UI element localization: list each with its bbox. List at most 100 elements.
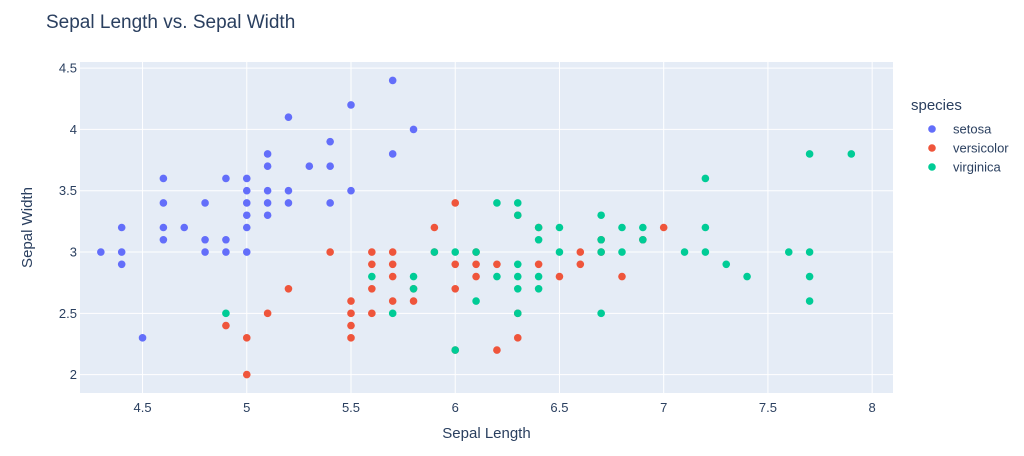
data-point-virginica (597, 309, 605, 318)
data-point-virginica (493, 199, 501, 207)
data-point-virginica (805, 150, 814, 158)
data-point-setosa (201, 235, 209, 244)
chart-title: Sepal Length vs. Sepal Width (46, 12, 296, 33)
gridlines (80, 62, 893, 393)
data-point-virginica (618, 248, 626, 256)
data-point-versicolor (368, 260, 376, 269)
data-point-versicolor (451, 260, 460, 269)
data-point-setosa (242, 186, 251, 195)
legend-label-setosa: setosa (953, 122, 992, 137)
data-point-versicolor (409, 297, 418, 305)
data-point-setosa (159, 235, 168, 244)
data-point-setosa (117, 260, 126, 269)
data-point-setosa (326, 199, 334, 207)
legend-marker-virginica (928, 163, 936, 171)
y-tick-label: 4 (70, 122, 77, 137)
data-point-setosa (242, 211, 251, 220)
data-point-setosa (263, 186, 272, 195)
data-point-versicolor (618, 272, 626, 281)
data-point-virginica (639, 223, 647, 232)
data-point-setosa (201, 248, 209, 256)
data-point-versicolor (534, 260, 543, 269)
data-point-versicolor (347, 321, 355, 330)
x-tick-label: 5.5 (342, 400, 360, 415)
data-point-virginica (493, 272, 501, 281)
data-point-virginica (743, 272, 751, 281)
data-point-virginica (409, 284, 418, 293)
data-point-versicolor (472, 260, 480, 269)
data-point-versicolor (388, 248, 397, 256)
data-point-virginica (847, 150, 856, 158)
data-point-virginica (701, 223, 710, 232)
data-point-versicolor (659, 223, 668, 232)
data-point-versicolor (451, 284, 460, 293)
x-axis-title: Sepal Length (442, 425, 530, 442)
data-point-setosa (263, 150, 272, 158)
data-point-setosa (242, 248, 251, 256)
data-point-virginica (430, 248, 439, 256)
data-point-virginica (513, 272, 522, 281)
data-point-versicolor (388, 260, 397, 269)
data-point-versicolor (576, 260, 585, 269)
data-point-setosa (201, 199, 209, 207)
data-point-setosa (284, 199, 293, 207)
data-point-virginica (805, 297, 814, 305)
data-point-versicolor (513, 334, 522, 342)
x-tick-label: 7 (660, 400, 667, 415)
y-tick-label: 4.5 (59, 61, 77, 76)
data-point-virginica (618, 223, 626, 232)
y-axis-ticks: 2 2.5 3 3.5 4 4.5 (59, 61, 77, 382)
data-point-virginica (784, 248, 793, 256)
data-point-virginica (472, 248, 480, 256)
data-point-versicolor (555, 272, 564, 281)
data-point-versicolor (242, 370, 251, 379)
data-point-versicolor (242, 334, 251, 342)
legend-label-virginica: virginica (953, 160, 1001, 175)
data-point-versicolor (472, 272, 480, 281)
scatter-points (97, 76, 856, 379)
legend-marker-setosa (928, 125, 936, 133)
data-point-virginica (534, 272, 543, 281)
data-point-virginica (513, 260, 522, 269)
data-point-virginica (597, 248, 605, 256)
data-point-versicolor (263, 309, 272, 318)
data-point-setosa (242, 223, 251, 232)
data-point-versicolor (388, 272, 397, 281)
x-tick-label: 6.5 (550, 400, 568, 415)
y-tick-label: 2.5 (59, 306, 77, 321)
data-point-virginica (451, 248, 460, 256)
data-point-setosa (222, 235, 230, 244)
data-point-versicolor (368, 309, 376, 318)
data-point-setosa (347, 101, 355, 109)
y-axis-title: Sepal Width (19, 187, 36, 268)
data-point-setosa (242, 174, 251, 183)
data-point-virginica (513, 309, 522, 318)
y-tick-label: 2 (70, 367, 77, 382)
data-point-virginica (555, 248, 564, 256)
data-point-versicolor (222, 321, 230, 330)
x-tick-label: 4.5 (133, 400, 151, 415)
data-point-setosa (242, 199, 251, 207)
data-point-setosa (159, 174, 168, 183)
data-point-setosa (117, 248, 126, 256)
data-point-virginica (409, 272, 418, 281)
data-point-virginica (805, 248, 814, 256)
data-point-versicolor (493, 346, 501, 354)
data-point-virginica (639, 235, 647, 244)
data-point-virginica (451, 346, 460, 354)
data-point-virginica (534, 235, 543, 244)
data-point-setosa (180, 223, 189, 232)
data-point-setosa (222, 174, 230, 183)
data-point-setosa (284, 186, 293, 195)
x-tick-label: 5 (243, 400, 250, 415)
data-point-setosa (347, 186, 355, 195)
data-point-setosa (117, 223, 126, 232)
legend-label-versicolor: versicolor (953, 141, 1009, 156)
data-point-virginica (597, 211, 605, 220)
data-point-versicolor (493, 260, 501, 269)
data-point-virginica (597, 235, 605, 244)
data-point-setosa (263, 199, 272, 207)
data-point-virginica (722, 260, 731, 269)
data-point-setosa (284, 113, 293, 121)
data-point-setosa (159, 223, 168, 232)
